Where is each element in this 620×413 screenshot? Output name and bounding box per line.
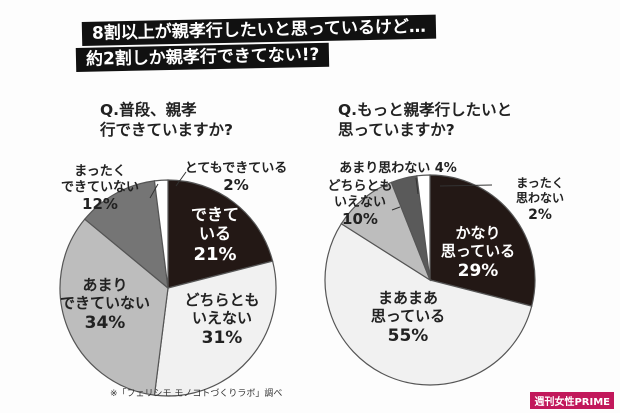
- pie-2-slice-5: [416, 174, 431, 281]
- pie-2-slice-2: [324, 222, 533, 386]
- chart-1-title: Q.普段、親孝 行できていますか?: [100, 100, 233, 140]
- pie-2-label-1: かなり思っている 29%: [441, 224, 515, 281]
- pie-2-leader-2: [439, 184, 493, 187]
- chart-2-title: Q.もっと親孝行したいと 思っていますか?: [338, 100, 512, 140]
- pie-1-slice-2: [153, 260, 277, 397]
- pie-2-label-2: まあまあ思っている 55%: [371, 289, 445, 346]
- pie-2-leader-3: [391, 206, 401, 211]
- pie-1-slice-3: [59, 218, 169, 396]
- chart-1-title-text: Q.普段、親孝 行できていますか?: [100, 101, 233, 139]
- pie-1-slice-1: [167, 179, 274, 289]
- pie-1-slice-5: [153, 179, 169, 289]
- pie-1-leader-2: [175, 171, 187, 187]
- pie-1-slice-4: [83, 180, 169, 290]
- pie-2-label-4: あまり思わない 4%: [339, 161, 457, 176]
- chart-2-title-text: Q.もっと親孝行したいと 思っていますか?: [338, 101, 513, 139]
- pie-1-label-5: とてもできている 2%: [185, 161, 287, 194]
- pie-2-label-5: まったく思わない 2%: [516, 176, 564, 223]
- pie-1-label-4: まったくできていない 12%: [61, 164, 139, 213]
- brand-logo: 週刊女性PRIME: [530, 392, 614, 409]
- pie-2-label-3: どちらともいえない 10%: [327, 179, 392, 228]
- pie-1-label-1: できている 21%: [191, 205, 239, 265]
- pie-1-label-3: あまりできていない 34%: [60, 276, 150, 333]
- source-note: ※「フェリシモ モノコトづくりラボ」調べ: [110, 389, 283, 399]
- pie-2-slice-1: [429, 174, 536, 307]
- pie-chart-1: [59, 171, 277, 397]
- pie-chart-2: [324, 174, 536, 386]
- pie-1-leader-1: [149, 183, 159, 199]
- pie-2-leader-1: [415, 177, 419, 195]
- pie-1-label-2: どちらともいえない 31%: [184, 291, 259, 348]
